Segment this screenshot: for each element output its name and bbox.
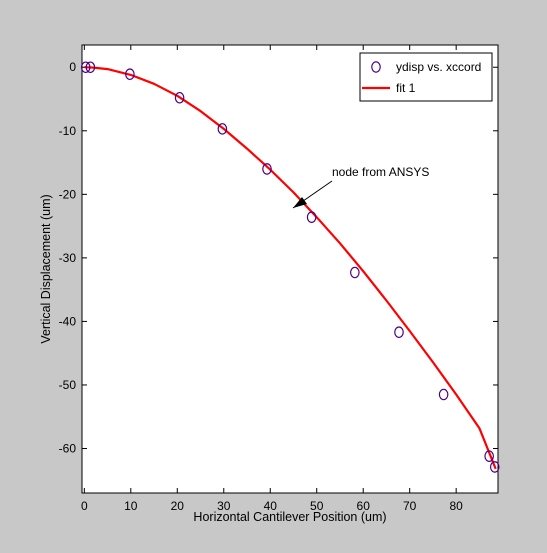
y-tick-label: 0 <box>69 60 76 74</box>
y-tick-label: -50 <box>59 378 77 392</box>
y-tick-label: -40 <box>59 314 77 328</box>
legend-label-fit: fit 1 <box>396 81 416 95</box>
data-markers-layer <box>80 61 500 473</box>
data-point <box>217 123 228 135</box>
annotation: node from ANSYS <box>292 165 429 209</box>
plot-area <box>81 44 499 494</box>
data-point <box>262 163 272 175</box>
x-tick-label: 30 <box>217 499 231 513</box>
fit-line-layer <box>84 66 497 470</box>
x-tick-label: 60 <box>357 499 371 513</box>
x-tick-label: 0 <box>81 499 88 513</box>
y-tick-label: -60 <box>59 442 77 456</box>
data-point <box>125 68 135 81</box>
data-point <box>489 461 500 473</box>
x-tick-label: 40 <box>264 499 278 513</box>
x-tick-label: 50 <box>310 499 324 513</box>
y-tick-label: -10 <box>59 124 77 138</box>
y-tick-label: -30 <box>59 251 77 265</box>
x-tick-label: 70 <box>403 499 417 513</box>
data-point <box>306 211 317 224</box>
axis-ticks: 0 10 20 30 40 50 60 70 80 0 -10 -20 -30 -40 -50 -60 <box>59 45 498 513</box>
legend: ydisp vs. xccord fit 1 <box>359 52 493 102</box>
legend-box <box>359 52 493 102</box>
x-tick-label: 20 <box>171 499 185 513</box>
x-axis-label: Horizontal Cantilever Position (um) <box>193 510 386 524</box>
data-point <box>394 326 404 339</box>
y-axis-label: Vertical Displacement (um) <box>39 194 53 343</box>
data-point <box>80 61 91 74</box>
y-tick-label: -20 <box>59 187 77 201</box>
fit-line <box>84 66 497 470</box>
annotation-arrowhead <box>293 197 307 208</box>
annotation-text: node from ANSYS <box>332 165 429 179</box>
data-point <box>85 61 96 74</box>
legend-marker-icon <box>371 61 381 73</box>
x-tick-label: 10 <box>124 499 138 513</box>
x-tick-label: 80 <box>449 499 463 513</box>
data-point <box>438 388 449 401</box>
legend-label-data: ydisp vs. xccord <box>396 60 481 74</box>
data-point <box>484 450 494 462</box>
data-point <box>350 266 360 279</box>
data-point <box>174 91 185 104</box>
